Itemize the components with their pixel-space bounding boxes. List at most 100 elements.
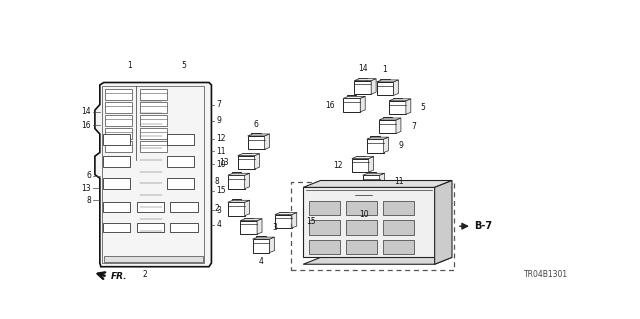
Bar xyxy=(309,240,340,255)
Bar xyxy=(355,81,371,94)
Polygon shape xyxy=(372,190,377,205)
Bar xyxy=(379,120,396,133)
Polygon shape xyxy=(367,137,388,139)
Text: 14: 14 xyxy=(81,108,91,116)
Bar xyxy=(170,202,198,212)
Text: TR04B1301: TR04B1301 xyxy=(524,270,568,278)
Polygon shape xyxy=(376,80,399,82)
Polygon shape xyxy=(303,257,452,264)
Bar xyxy=(103,223,130,232)
Bar xyxy=(356,156,365,159)
Polygon shape xyxy=(257,219,262,234)
Text: 8: 8 xyxy=(86,196,91,205)
Polygon shape xyxy=(371,79,376,94)
Bar xyxy=(103,178,130,189)
Bar xyxy=(371,136,380,139)
Bar xyxy=(105,115,132,126)
Text: 2: 2 xyxy=(142,271,147,279)
Bar xyxy=(140,89,167,100)
Text: 9: 9 xyxy=(216,116,221,125)
Polygon shape xyxy=(355,190,377,192)
Bar xyxy=(232,172,241,175)
Polygon shape xyxy=(360,96,365,112)
Polygon shape xyxy=(363,173,385,175)
Bar xyxy=(376,82,394,95)
Bar xyxy=(167,134,194,145)
Text: 11: 11 xyxy=(216,147,226,156)
Text: 4: 4 xyxy=(216,220,221,229)
Bar xyxy=(279,211,288,214)
Bar xyxy=(140,115,167,126)
Bar xyxy=(383,240,413,255)
Bar xyxy=(275,214,292,228)
Bar xyxy=(309,201,340,215)
Bar xyxy=(253,239,269,253)
Bar xyxy=(244,218,253,221)
Text: 16: 16 xyxy=(81,121,91,130)
Polygon shape xyxy=(379,118,401,120)
Bar xyxy=(104,256,202,262)
Polygon shape xyxy=(255,154,260,169)
Bar xyxy=(136,223,164,232)
Text: 10: 10 xyxy=(216,160,226,168)
Polygon shape xyxy=(396,118,401,133)
Bar xyxy=(102,86,205,263)
Bar xyxy=(309,220,340,235)
Text: 13: 13 xyxy=(219,158,229,167)
Bar xyxy=(344,98,360,112)
Bar xyxy=(303,187,435,257)
Polygon shape xyxy=(389,99,411,101)
Polygon shape xyxy=(352,157,374,159)
Bar xyxy=(228,175,244,189)
Bar xyxy=(228,202,244,216)
Bar xyxy=(140,102,167,114)
Text: 2: 2 xyxy=(214,204,219,213)
Bar xyxy=(367,139,383,152)
Bar xyxy=(105,128,132,139)
Bar xyxy=(140,128,167,139)
Bar xyxy=(393,98,402,101)
Text: 6: 6 xyxy=(253,120,259,129)
Polygon shape xyxy=(264,134,269,149)
Bar xyxy=(105,141,132,152)
Polygon shape xyxy=(269,237,275,253)
Text: B-7: B-7 xyxy=(474,221,492,231)
Polygon shape xyxy=(406,99,411,114)
Bar xyxy=(105,89,132,100)
Bar xyxy=(346,201,377,215)
Text: 6: 6 xyxy=(86,171,91,180)
Bar xyxy=(367,172,376,175)
Polygon shape xyxy=(237,154,260,156)
Bar xyxy=(389,101,406,114)
Bar xyxy=(105,102,132,114)
Bar xyxy=(232,199,241,202)
Text: 11: 11 xyxy=(394,177,404,187)
Bar xyxy=(383,201,413,215)
Bar xyxy=(140,141,167,152)
Text: 8: 8 xyxy=(214,177,219,187)
Bar xyxy=(346,240,377,255)
Bar xyxy=(167,156,194,167)
Text: 1: 1 xyxy=(383,65,387,74)
Bar xyxy=(383,220,413,235)
Polygon shape xyxy=(228,173,250,175)
Bar xyxy=(252,133,260,136)
Bar xyxy=(136,202,164,212)
Polygon shape xyxy=(435,181,452,264)
Text: 12: 12 xyxy=(333,161,343,170)
Text: 5: 5 xyxy=(420,103,426,112)
Polygon shape xyxy=(228,200,250,202)
Bar xyxy=(363,175,380,189)
Polygon shape xyxy=(344,96,365,98)
Text: 15: 15 xyxy=(307,217,316,226)
Polygon shape xyxy=(394,80,399,95)
Text: 7: 7 xyxy=(216,100,221,109)
Polygon shape xyxy=(292,212,297,228)
Bar xyxy=(380,79,390,82)
Text: 4: 4 xyxy=(259,257,264,266)
Bar xyxy=(346,220,377,235)
Bar xyxy=(103,202,130,212)
Polygon shape xyxy=(355,79,376,81)
Bar xyxy=(240,221,257,234)
Bar xyxy=(359,189,369,192)
